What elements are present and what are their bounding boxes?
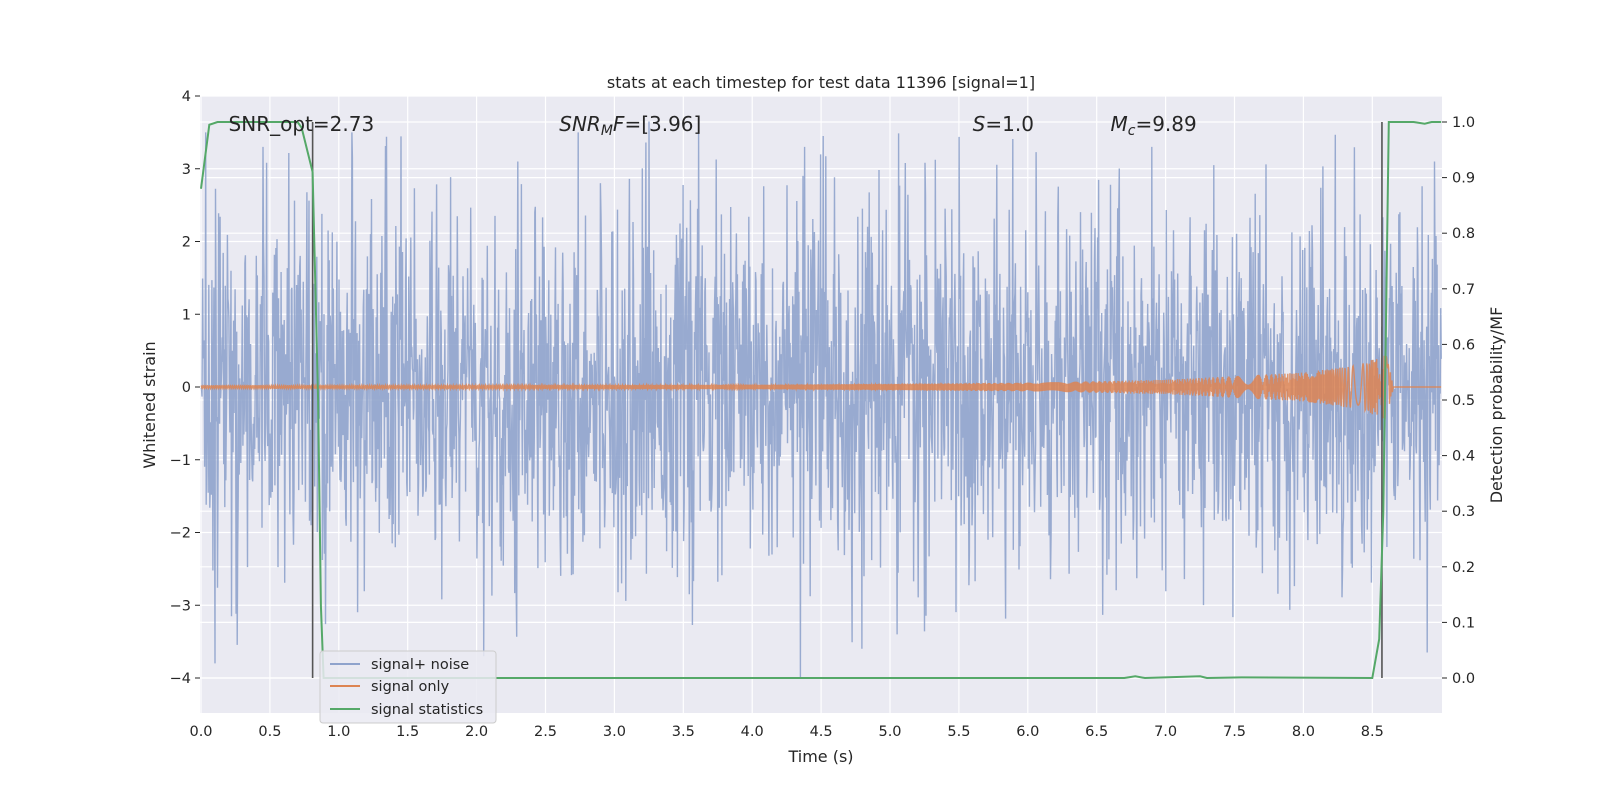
y-tick-label: 0 (182, 380, 191, 396)
right-tick-label: 0.2 (1452, 560, 1475, 576)
y-tick-label: 1 (182, 307, 191, 323)
x-tick-label: 8.0 (1292, 724, 1315, 740)
right-tick-label: 1.0 (1452, 115, 1475, 131)
noise-line (200, 121, 1442, 679)
right-tick-label: 0.3 (1452, 504, 1475, 520)
noise-series (200, 121, 1442, 679)
right-axis-ticks: 1.0 0.9 0.8 0.7 0.6 0.5 0.4 0.3 0.2 0.1 0.0 (1442, 115, 1475, 687)
annotation-s: S=1.0 (973, 112, 1034, 136)
x-tick-label: 5.0 (878, 724, 901, 740)
x-tick-label: 2.0 (465, 724, 488, 740)
legend: signal+ noise signal only signal statist… (319, 650, 497, 724)
right-tick-label: 0.0 (1452, 671, 1475, 687)
annotation-snr-opt: SNR_opt=2.73 (229, 112, 375, 136)
right-tick-label: 0.9 (1452, 171, 1475, 187)
y-tick-label: 2 (182, 235, 191, 251)
right-tick-label: 0.7 (1452, 282, 1475, 298)
legend-label-signal: signal only (371, 679, 450, 695)
x-tick-label: 6.5 (1085, 724, 1108, 740)
legend-box (319, 650, 497, 724)
x-tick-label: 3.5 (672, 724, 695, 740)
y-tick-label: 3 (182, 162, 191, 178)
right-tick-label: 0.1 (1452, 615, 1475, 631)
x-axis-ticks: 0.0 0.5 1.0 1.5 2.0 2.5 3.0 3.5 4.0 4.5 5.0 5.5 6.0 6… (189, 724, 1383, 740)
signal-line (200, 355, 1442, 420)
x-tick-label: 2.5 (534, 724, 557, 740)
right-tick-label: 0.5 (1452, 393, 1475, 409)
x-tick-label: 4.0 (741, 724, 764, 740)
x-tick-label: 8.5 (1361, 724, 1384, 740)
x-tick-label: 3.0 (603, 724, 626, 740)
y-tick-label: −1 (170, 453, 191, 469)
y-axis-ticks: 4 3 2 1 0 −1 −2 −3 −4 (170, 89, 200, 687)
x-tick-label: 1.5 (396, 724, 419, 740)
x-tick-label: 7.0 (1154, 724, 1177, 740)
x-tick-label: 0.0 (189, 724, 212, 740)
x-axis-label: Time (s) (787, 747, 853, 766)
vertical-markers (311, 122, 1383, 678)
legend-label-stats: signal statistics (371, 702, 483, 718)
right-tick-label: 0.4 (1452, 449, 1475, 465)
annotation-snr-mf: SNRMF=[3.96] (559, 112, 701, 139)
y-tick-label: −2 (170, 526, 191, 542)
y-tick-label: −3 (170, 598, 191, 614)
annotations: SNR_opt=2.73 SNRMF=[3.96] S=1.0 Mc=9.89 (229, 112, 1197, 139)
legend-label-noise: signal+ noise (371, 657, 469, 673)
statistics-series (200, 121, 1442, 680)
x-tick-label: 7.5 (1223, 724, 1246, 740)
signal-series (200, 355, 1442, 420)
y-axis-label: Whitened strain (140, 341, 159, 468)
y-tick-label: −4 (170, 671, 191, 687)
right-tick-label: 0.8 (1452, 226, 1475, 242)
x-tick-label: 1.0 (327, 724, 350, 740)
x-tick-label: 5.5 (947, 724, 970, 740)
y-tick-label: 4 (182, 89, 191, 105)
annotation-mc: Mc=9.89 (1110, 112, 1196, 139)
statistics-line (200, 121, 1442, 680)
y-axis-right-label: Detection probability/MF (1487, 307, 1506, 504)
x-tick-label: 0.5 (258, 724, 281, 740)
right-tick-label: 0.6 (1452, 337, 1475, 353)
x-tick-label: 6.0 (1016, 724, 1039, 740)
chart-title: stats at each timestep for test data 113… (607, 73, 1035, 92)
x-tick-label: 4.5 (810, 724, 833, 740)
